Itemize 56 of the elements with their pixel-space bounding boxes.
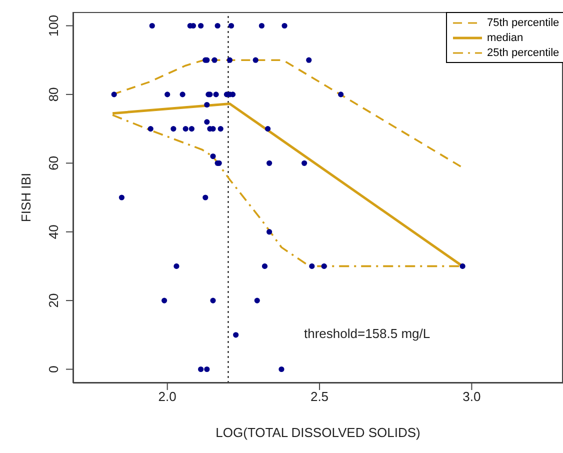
y-tick-label: 80 <box>46 87 61 102</box>
point <box>262 263 268 270</box>
point <box>460 263 466 270</box>
legend-label: 75th percentile <box>487 16 560 28</box>
point <box>266 229 272 235</box>
x-tick-label: 3.0 <box>462 389 481 404</box>
legend-label: 25th percentile <box>487 46 560 58</box>
point <box>180 92 186 98</box>
y-tick-label: 100 <box>46 14 61 37</box>
point <box>210 153 216 160</box>
point <box>213 92 219 98</box>
point <box>266 160 272 166</box>
point <box>164 92 170 98</box>
x-axis-title: LOG(TOTAL DISSOLVED SOLIDS) <box>216 425 420 440</box>
point <box>210 298 216 304</box>
point <box>188 126 194 132</box>
point <box>282 22 288 29</box>
point <box>278 366 284 372</box>
x-tick-label: 2.0 <box>158 389 176 404</box>
annotation: threshold=158.5 mg/L <box>304 326 430 341</box>
point <box>198 366 204 372</box>
point <box>111 92 117 98</box>
point <box>338 92 344 98</box>
point <box>170 126 176 132</box>
x-tick-label: 2.5 <box>310 389 329 404</box>
point <box>204 102 210 108</box>
point <box>204 119 210 125</box>
point <box>321 263 327 270</box>
y-tick-label: 0 <box>46 366 61 373</box>
point <box>302 160 308 166</box>
point <box>226 57 233 63</box>
point <box>264 126 271 132</box>
point <box>204 366 210 372</box>
point <box>149 22 155 29</box>
point <box>162 298 168 304</box>
point <box>174 263 180 270</box>
point <box>306 57 312 63</box>
y-tick-label: 40 <box>46 224 61 240</box>
y-tick-label: 60 <box>46 156 61 170</box>
legend-label: median <box>487 32 524 44</box>
point <box>182 126 188 132</box>
y-tick-label: 20 <box>46 293 61 308</box>
point <box>214 22 220 29</box>
point <box>202 194 208 200</box>
point <box>148 126 154 132</box>
point <box>198 22 204 29</box>
point <box>258 22 264 29</box>
point <box>118 194 124 200</box>
point <box>309 263 315 270</box>
point <box>228 22 234 29</box>
point <box>254 298 260 304</box>
point <box>218 126 224 132</box>
point <box>252 57 258 63</box>
point <box>212 57 218 63</box>
point <box>233 332 239 338</box>
y-axis-title: FISH IBI <box>18 172 34 222</box>
